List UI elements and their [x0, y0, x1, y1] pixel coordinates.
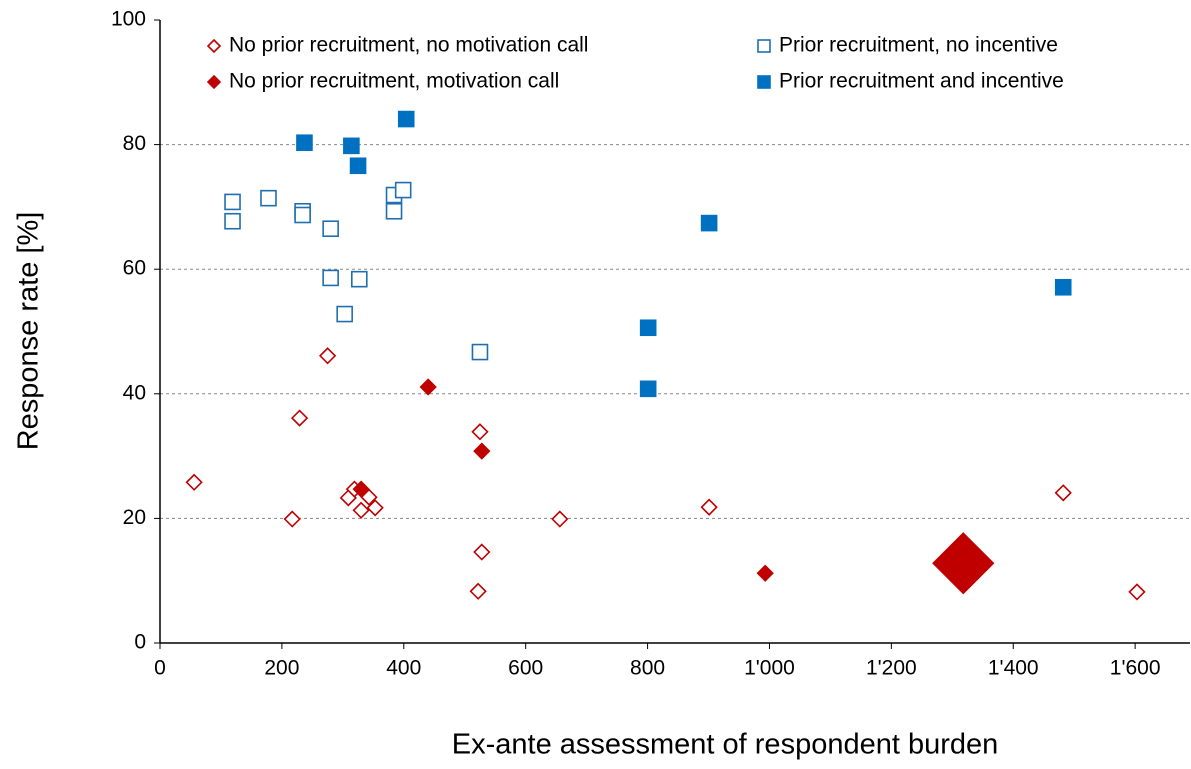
- y-tick-label: 100: [111, 8, 146, 31]
- x-axis-label: Ex-ante assessment of respondent burden: [452, 729, 999, 761]
- square-marker: [322, 269, 339, 287]
- legend-marker: [206, 74, 222, 90]
- diamond-marker: [469, 582, 487, 600]
- diamond-marker: [283, 510, 301, 528]
- y-tick-label: 40: [123, 381, 146, 404]
- diamond-marker: [1054, 484, 1072, 502]
- x-tick-label: 1'600: [1110, 657, 1161, 680]
- square-marker: [260, 189, 277, 207]
- legend-label: Prior recruitment and incentive: [779, 70, 1064, 93]
- square-marker: [343, 137, 360, 155]
- square-marker: [322, 220, 339, 238]
- x-tick-label: 800: [630, 657, 665, 680]
- legend-label: No prior recruitment, motivation call: [229, 70, 559, 93]
- square-marker: [349, 157, 367, 175]
- diamond-marker: [352, 501, 370, 519]
- x-tick-label: 200: [264, 657, 299, 680]
- diamond-marker: [366, 499, 384, 517]
- y-tick-label: 80: [123, 132, 146, 155]
- diamond-marker: [473, 543, 491, 561]
- square-marker: [397, 110, 415, 128]
- diamond-marker: [756, 564, 774, 582]
- diamond-marker: [419, 378, 437, 396]
- square-marker: [224, 193, 241, 211]
- diamond-marker: [932, 532, 995, 595]
- x-tick-label: 0: [154, 657, 166, 680]
- y-tick-label: 0: [134, 631, 146, 654]
- square-marker: [1054, 278, 1072, 296]
- square-marker: [394, 181, 412, 199]
- square-marker: [700, 214, 718, 232]
- diamond-marker: [290, 409, 309, 427]
- y-tick-label: 60: [123, 257, 146, 280]
- diamond-marker: [700, 498, 718, 516]
- diamond-marker: [318, 347, 337, 365]
- legend-marker: [757, 75, 771, 89]
- x-tick-label: 1'200: [866, 657, 917, 680]
- x-tick-label: 400: [386, 657, 421, 680]
- x-tick-label: 1'000: [744, 657, 795, 680]
- diamond-marker: [473, 442, 491, 460]
- diamond-marker: [352, 480, 370, 498]
- legend-marker: [206, 38, 222, 54]
- diamond-marker: [1128, 583, 1146, 601]
- square-marker: [639, 319, 657, 337]
- square-marker: [385, 202, 403, 220]
- x-tick-label: 600: [508, 657, 543, 680]
- square-marker: [224, 212, 241, 230]
- square-marker: [350, 270, 368, 288]
- legend-marker: [757, 39, 771, 53]
- diamond-marker: [551, 510, 569, 528]
- square-marker: [336, 305, 353, 323]
- legend-label: Prior recruitment, no incentive: [779, 34, 1058, 57]
- square-marker: [471, 343, 489, 361]
- diamond-marker: [185, 473, 203, 491]
- legend-label: No prior recruitment, no motivation call: [229, 34, 588, 57]
- y-tick-label: 20: [123, 506, 146, 529]
- square-marker: [639, 380, 657, 398]
- square-marker: [294, 206, 311, 224]
- x-tick-label: 1'400: [988, 657, 1039, 680]
- square-marker: [296, 134, 313, 152]
- diamond-marker: [471, 423, 489, 441]
- y-axis-label: Response rate [%]: [13, 212, 45, 451]
